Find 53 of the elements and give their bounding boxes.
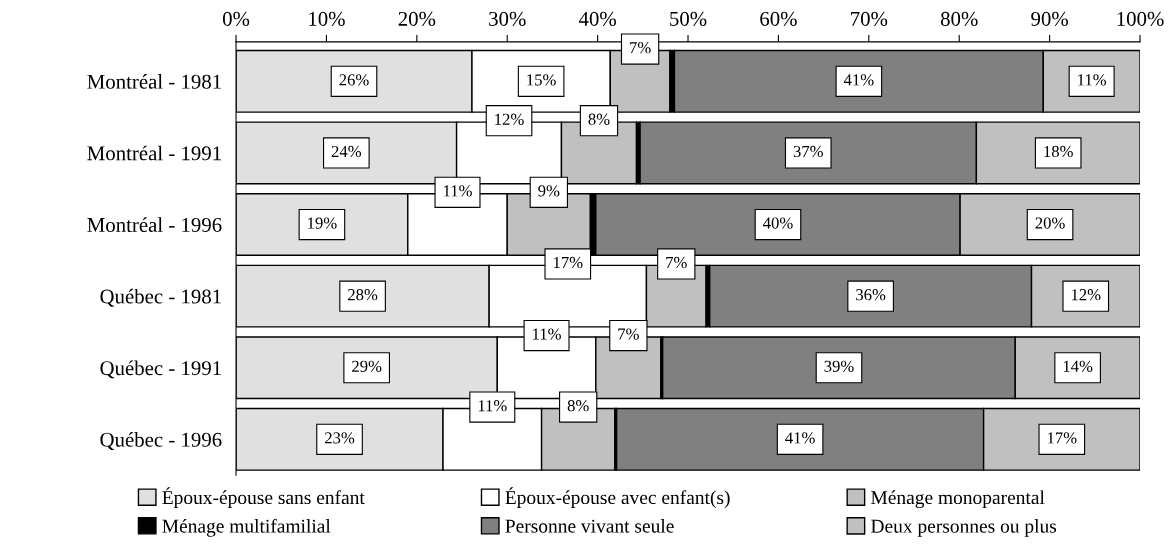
legend-label: Ménage monoparental <box>871 490 1045 509</box>
x-tick-label: 90% <box>1031 11 1068 26</box>
legend-label: Personne vivant seule <box>505 519 674 533</box>
data-label: 9% <box>538 185 560 197</box>
data-label: 17% <box>553 256 583 269</box>
y-tick-label: Québec - 1996 <box>100 432 222 450</box>
data-label: 11% <box>444 185 472 197</box>
x-tick-label: 40% <box>578 11 617 26</box>
x-tick-label: 60% <box>760 11 797 26</box>
data-label: 11% <box>478 400 507 412</box>
data-label: 41% <box>785 432 815 444</box>
x-tick-label: 80% <box>940 11 978 26</box>
x-tick-label: 10% <box>309 11 345 26</box>
data-label: 20% <box>1035 217 1065 229</box>
y-tick-label: Montréal - 1996 <box>87 217 222 232</box>
x-tick-label: 0% <box>222 11 250 26</box>
legend-label: Époux-épouse avec enfant(s) <box>505 487 730 509</box>
legend-label: Ménage multifamilial <box>162 518 331 537</box>
data-label: 36% <box>856 289 886 301</box>
data-label: 11% <box>533 328 561 340</box>
data-label: 39% <box>824 360 854 372</box>
legend-label: Deux personnes ou plus <box>871 519 1057 537</box>
data-label: 11% <box>1078 74 1107 86</box>
x-tick-label: 100% <box>1117 11 1164 26</box>
data-label: 7% <box>630 42 651 54</box>
y-tick-label: Québec - 1991 <box>100 360 221 379</box>
data-label: 18% <box>1044 145 1073 158</box>
data-label: 24% <box>331 145 362 158</box>
data-label: 8% <box>567 400 589 412</box>
x-tick-label: 30% <box>489 11 526 26</box>
data-label: 41% <box>843 74 874 86</box>
y-tick-label: Montréal - 1991 <box>87 145 221 161</box>
data-label: 12% <box>1071 289 1101 301</box>
data-label: 7% <box>618 328 639 340</box>
data-label: 7% <box>666 256 687 269</box>
data-label: 29% <box>352 360 382 372</box>
data-label: 14% <box>1063 360 1093 372</box>
y-tick-label: Montréal - 1981 <box>87 74 221 89</box>
y-tick-label: Québec - 1981 <box>100 288 221 307</box>
data-label: 26% <box>339 74 369 86</box>
data-label: 37% <box>793 145 823 158</box>
data-label: 12% <box>495 113 524 125</box>
data-label: 40% <box>763 217 793 229</box>
data-label: 28% <box>348 289 378 301</box>
x-tick-label: 70% <box>851 11 888 26</box>
data-label: 8% <box>588 113 610 125</box>
legend-label: Époux-épouse sans enfant <box>162 487 365 509</box>
x-tick-label: 20% <box>398 11 436 26</box>
data-label: 17% <box>1048 432 1077 444</box>
data-label: 23% <box>325 432 355 444</box>
data-label: 15% <box>527 74 556 86</box>
data-label: 19% <box>308 217 337 229</box>
x-tick-label: 50% <box>670 11 707 26</box>
